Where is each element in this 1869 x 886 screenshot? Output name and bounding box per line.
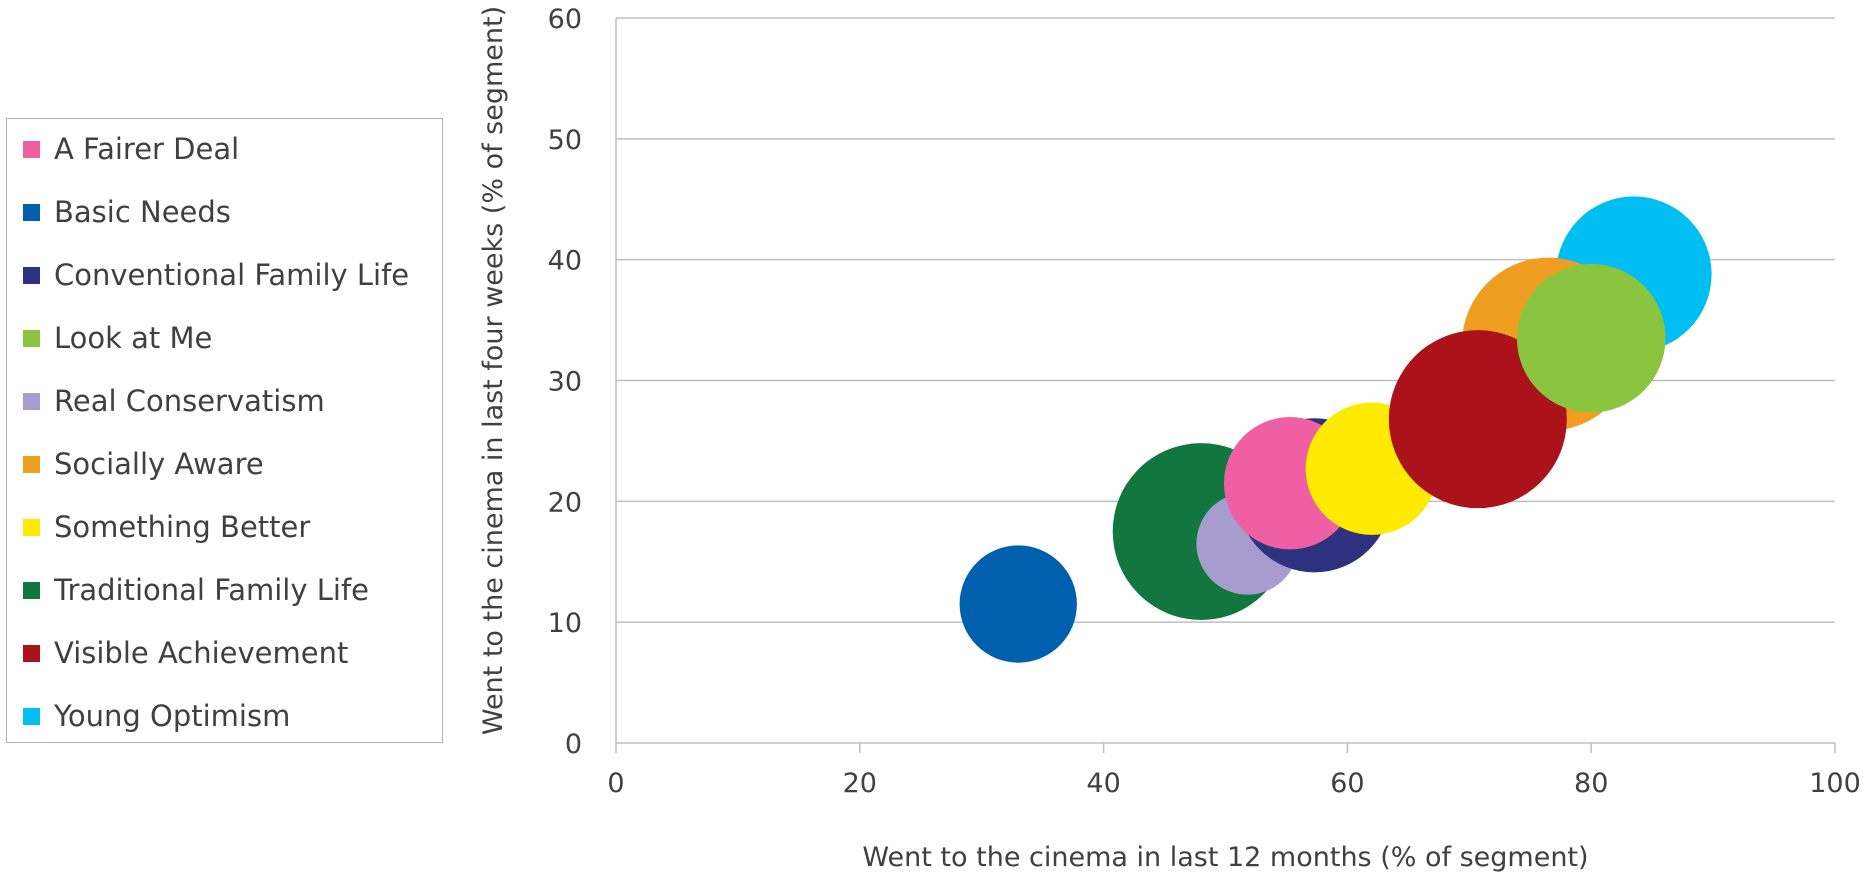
bubble-basic-needs — [959, 545, 1077, 663]
y-tick-label: 40 — [548, 246, 582, 277]
legend-swatch — [23, 455, 40, 473]
legend-label: A Fairer Deal — [54, 132, 240, 166]
legend-label: Socially Aware — [54, 447, 264, 481]
x-tick-label: 60 — [1330, 768, 1364, 799]
legend-label: Visible Achievement — [54, 636, 349, 670]
y-tick-label: 10 — [548, 608, 582, 639]
gridlines — [616, 17, 1835, 623]
legend-item: A Fairer Deal — [23, 129, 239, 169]
y-tick-label: 20 — [548, 487, 582, 518]
tick-labels: 0 10 20 30 40 50 60 0 20 40 60 80 100 — [548, 4, 1861, 799]
legend-item: Socially Aware — [23, 444, 264, 484]
legend-swatch — [23, 140, 40, 158]
legend-swatch — [23, 329, 40, 347]
bubble-visible-achievement — [1388, 330, 1567, 509]
legend-item: Basic Needs — [23, 192, 231, 232]
bubbles — [959, 196, 1712, 663]
legend-item: Conventional Family Life — [23, 255, 409, 295]
legend-item: Traditional Family Life — [23, 570, 369, 610]
legend-swatch — [23, 518, 40, 536]
legend-label: Basic Needs — [54, 195, 231, 229]
x-tick-label: 0 — [607, 768, 624, 799]
legend-swatch — [23, 707, 40, 725]
legend-swatch — [23, 203, 40, 221]
legend-label: Young Optimism — [54, 699, 291, 733]
legend-label: Something Better — [54, 510, 311, 544]
y-tick-label: 30 — [548, 367, 582, 398]
y-axis-title: Went to the cinema in last four weeks (%… — [478, 6, 509, 735]
legend-item: Real Conservatism — [23, 381, 325, 421]
legend-item: Something Better — [23, 507, 310, 547]
legend-swatch — [23, 644, 40, 662]
legend-label: Look at Me — [54, 321, 213, 355]
legend-label: Traditional Family Life — [54, 573, 370, 607]
y-tick-label: 50 — [548, 125, 582, 156]
y-tick-label: 60 — [548, 4, 582, 35]
y-tick-label: 0 — [565, 729, 582, 760]
legend-swatch — [23, 266, 40, 284]
chart-legend: A Fairer Deal Basic Needs Conventional Fam… — [6, 118, 443, 743]
bubble-look-at-me — [1516, 263, 1666, 413]
legend-item: Look at Me — [23, 318, 212, 358]
axes — [615, 18, 1836, 753]
legend-swatch — [23, 581, 40, 599]
x-tick-label: 40 — [1086, 768, 1120, 799]
x-tick-label: 80 — [1574, 768, 1608, 799]
x-axis-title: Went to the cinema in last 12 months (% … — [862, 842, 1588, 873]
legend-label: Conventional Family Life — [54, 258, 410, 292]
legend-swatch — [23, 392, 40, 410]
legend-label: Real Conservatism — [54, 384, 325, 418]
legend-item: Young Optimism — [23, 696, 290, 736]
x-tick-label: 100 — [1809, 768, 1861, 799]
legend-item: Visible Achievement — [23, 633, 348, 673]
x-tick-label: 20 — [843, 768, 877, 799]
